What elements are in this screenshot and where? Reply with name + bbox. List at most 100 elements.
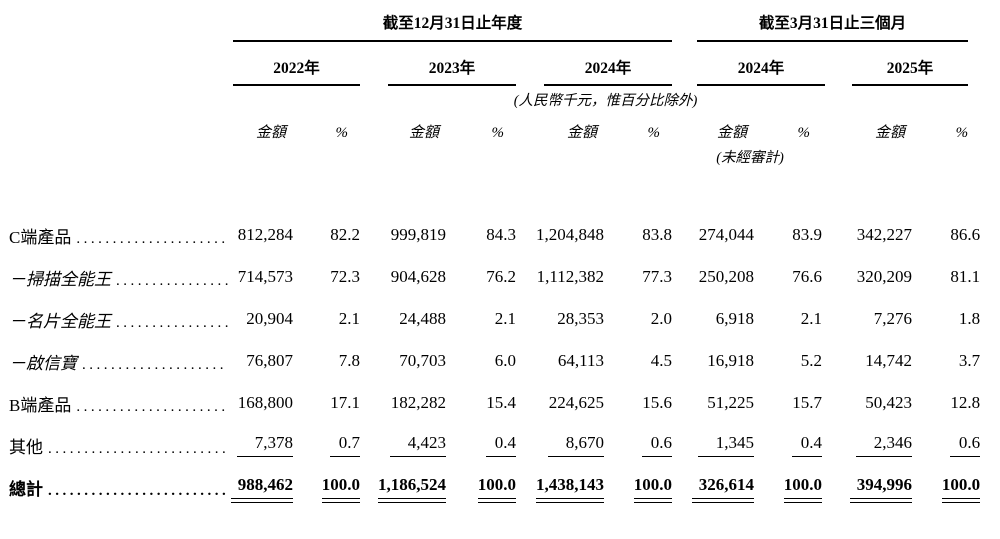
row-label: B端產品 — [9, 395, 72, 415]
leader-dots: ........................................… — [116, 272, 228, 289]
amount-cell: 20,904 — [246, 309, 293, 328]
amount-cell: 812,284 — [237, 225, 293, 244]
percent-cell: 100.0 — [477, 475, 517, 503]
percent-cell: 100.0 — [941, 475, 981, 503]
percent-cell: 83.8 — [642, 225, 673, 244]
amount-cell: 64,113 — [557, 351, 604, 370]
amount-cell: 4,423 — [390, 433, 446, 457]
section-header-row: 截至12月31日止年度 截至3月31日止三個月 — [8, 6, 983, 42]
leader-dots: ........................................… — [48, 482, 228, 499]
table-row-camcard: －名片全能王 .................................… — [8, 298, 983, 340]
column-header-row: 金額 % 金額 % 金額 % 金額 % 金額 % — [8, 112, 983, 144]
section-header-annual: 截至12月31日止年度 — [233, 11, 673, 42]
year-header-row: 2022年 2023年 2024年 2024年 2025年 — [8, 42, 983, 86]
percent-cell: 3.7 — [958, 351, 981, 370]
amount-cell: 1,438,143 — [536, 475, 604, 503]
percent-cell: 2.1 — [800, 309, 823, 328]
year-header-2023: 2023年 — [388, 56, 516, 86]
percent-cell: 100.0 — [633, 475, 673, 503]
percent-cell: 2.1 — [494, 309, 516, 328]
unit-note-row: (人民幣千元，惟百分比除外) — [8, 86, 983, 112]
row-label: －掃描全能王 — [9, 269, 111, 289]
amount-cell: 76,807 — [246, 351, 293, 370]
percent-cell: 0.6 — [950, 433, 981, 457]
amount-cell: 1,345 — [698, 433, 755, 457]
percent-cell: 4.5 — [650, 351, 673, 370]
spacer-row — [8, 170, 983, 214]
percent-cell: 15.7 — [792, 393, 823, 412]
year-header-2022: 2022年 — [233, 56, 360, 86]
col-header-percent-2023: % — [491, 125, 505, 141]
row-label: 其他 — [9, 437, 43, 457]
percent-cell: 6.0 — [494, 351, 516, 370]
percent-cell: 86.6 — [950, 225, 981, 244]
table-row-others: 其他 .....................................… — [8, 424, 983, 466]
amount-cell: 70,703 — [399, 351, 446, 370]
year-header-2024: 2024年 — [544, 56, 673, 86]
amount-cell: 326,614 — [692, 475, 755, 503]
percent-cell: 1.8 — [958, 309, 981, 328]
percent-cell: 100.0 — [321, 475, 361, 503]
amount-cell: 28,353 — [557, 309, 604, 328]
amount-cell: 342,227 — [856, 225, 913, 244]
year-header-2024-q1: 2024年 — [697, 56, 826, 86]
table-row-b-products: B端產品 ...................................… — [8, 382, 983, 424]
percent-cell: 76.2 — [486, 267, 516, 286]
leader-dots: ........................................… — [76, 398, 228, 415]
percent-cell: 83.9 — [792, 225, 823, 244]
amount-cell: 7,276 — [873, 309, 913, 328]
revenue-breakdown-table: 截至12月31日止年度 截至3月31日止三個月 2022年 2023年 2024… — [8, 6, 983, 508]
col-header-amount-2025-q1: 金額 — [875, 125, 906, 141]
col-header-percent-2025-q1: % — [955, 125, 969, 141]
amount-cell: 714,573 — [237, 267, 293, 286]
col-header-amount-2024: 金額 — [566, 125, 597, 141]
percent-cell: 82.2 — [330, 225, 360, 244]
amount-cell: 250,208 — [698, 267, 755, 286]
leader-dots: ........................................… — [116, 314, 228, 331]
table-row-total: 總計 .....................................… — [8, 466, 983, 508]
percent-cell: 2.0 — [650, 309, 673, 328]
unaudited-note-row: (未經審計) — [8, 144, 983, 170]
table-row-qixinbao: －啟信寶 ...................................… — [8, 340, 983, 382]
table-row-camscanner: －掃描全能王 .................................… — [8, 256, 983, 298]
percent-cell: 77.3 — [642, 267, 673, 286]
percent-cell: 0.4 — [792, 433, 823, 457]
table-row-c-products: C端產品 ...................................… — [8, 214, 983, 256]
percent-cell: 81.1 — [950, 267, 981, 286]
amount-cell: 1,186,524 — [378, 475, 446, 503]
year-header-2025-q1: 2025年 — [852, 56, 969, 86]
row-label: －啟信寶 — [9, 353, 77, 373]
amount-cell: 50,423 — [865, 393, 913, 412]
amount-cell: 224,625 — [548, 393, 604, 412]
amount-cell: 2,346 — [856, 433, 913, 457]
percent-cell: 76.6 — [792, 267, 823, 286]
percent-cell: 0.7 — [330, 433, 360, 457]
amount-cell: 904,628 — [390, 267, 446, 286]
percent-cell: 17.1 — [330, 393, 360, 412]
percent-cell: 72.3 — [330, 267, 360, 286]
amount-cell: 988,462 — [231, 475, 293, 503]
percent-cell: 7.8 — [338, 351, 360, 370]
percent-cell: 2.1 — [338, 309, 360, 328]
amount-cell: 6,918 — [715, 309, 755, 328]
percent-cell: 15.4 — [486, 393, 516, 412]
col-header-percent-2024: % — [647, 125, 661, 141]
percent-cell: 5.2 — [800, 351, 823, 370]
section-header-quarterly: 截至3月31日止三個月 — [697, 11, 969, 42]
row-label: 總計 — [9, 479, 43, 499]
unaudited-note: (未經審計) — [716, 150, 784, 166]
leader-dots: ........................................… — [76, 230, 228, 247]
leader-dots: ........................................… — [48, 440, 228, 457]
col-header-amount-2024-q1: 金額 — [717, 125, 748, 141]
col-header-amount-2023: 金額 — [408, 125, 439, 141]
amount-cell: 1,112,382 — [536, 267, 604, 286]
col-header-percent-2022: % — [335, 125, 349, 141]
row-label: －名片全能王 — [9, 311, 111, 331]
amount-cell: 999,819 — [390, 225, 446, 244]
currency-unit-note: (人民幣千元，惟百分比除外) — [513, 93, 698, 109]
percent-cell: 0.4 — [486, 433, 516, 457]
amount-cell: 168,800 — [237, 393, 293, 412]
amount-cell: 320,209 — [856, 267, 913, 286]
percent-cell: 100.0 — [783, 475, 823, 503]
amount-cell: 16,918 — [707, 351, 755, 370]
